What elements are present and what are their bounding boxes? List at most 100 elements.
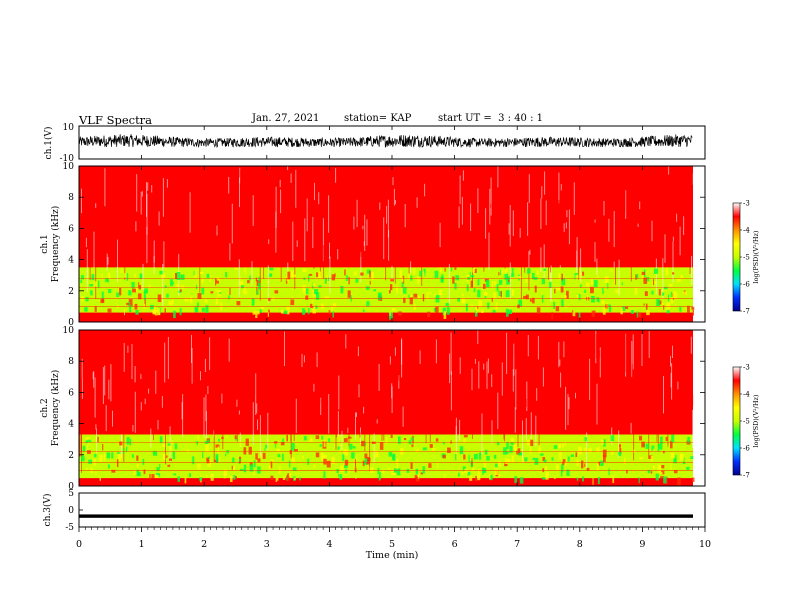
spectrogram-texture [94, 453, 97, 458]
spectrogram-texture [316, 352, 318, 368]
spectrogram-texture [630, 422, 632, 434]
spectrogram-texture [494, 281, 497, 285]
spectrogram-texture [249, 464, 254, 472]
spectrogram-texture [562, 461, 565, 466]
spectrogram-texture [269, 273, 273, 277]
spectrogram-texture [295, 441, 297, 445]
spectrogram-texture [598, 299, 600, 303]
spectrogram-texture [586, 295, 589, 301]
spectrogram-texture [559, 359, 561, 366]
spectrogram-texture [566, 469, 570, 476]
spectrogram-texture [422, 447, 427, 451]
spectrogram-texture [270, 461, 273, 469]
spectrogram-texture [107, 464, 110, 469]
spectrogram-texture [315, 435, 320, 440]
spectrogram-texture [395, 200, 396, 205]
spectrogram-texture [516, 450, 518, 455]
spectrogram-texture [332, 303, 337, 308]
spectrogram-texture [679, 453, 684, 462]
spectrogram-texture [593, 279, 598, 288]
spectrogram-texture [420, 472, 423, 475]
spectrogram-texture [580, 284, 582, 288]
spectrogram-texture [240, 187, 242, 207]
spectrogram-texture [645, 393, 647, 399]
spectrogram-texture [488, 232, 490, 270]
spectrogram-texture [545, 200, 547, 226]
spectrogram-texture [279, 179, 281, 188]
spectrogram-texture [589, 358, 591, 401]
spectrogram-texture [558, 444, 561, 449]
spectrogram-texture [575, 392, 576, 399]
spectrogram-texture [166, 179, 168, 188]
spectrogram-texture [391, 468, 396, 475]
colorbar-tick-label: -5 [743, 254, 750, 262]
spectrogram-texture [655, 473, 659, 481]
spectrogram-texture [315, 452, 320, 458]
spectrogram-texture [201, 278, 204, 283]
spectrogram-texture [600, 460, 604, 466]
spectrogram-texture [169, 458, 172, 461]
spectrogram-texture [355, 354, 357, 383]
spectrogram-texture [388, 467, 391, 470]
spectrogram-texture [162, 178, 164, 217]
spectrogram-texture [632, 334, 634, 370]
spectrogram-texture [609, 239, 611, 258]
spectrogram-texture [261, 452, 263, 459]
spectrogram-texture [452, 276, 455, 284]
ch3-waveform-frame [78, 492, 706, 528]
spectrogram-texture [544, 171, 546, 195]
spectrogram-texture [331, 223, 332, 245]
spectrogram-texture [295, 398, 297, 433]
spectrogram-texture [477, 279, 480, 286]
spectrogram-texture [462, 293, 464, 297]
spectrogram-texture [504, 462, 508, 467]
spectrogram-texture [532, 297, 535, 304]
spectrogram-texture [527, 335, 529, 357]
spectrogram-texture [607, 171, 609, 214]
spectrogram-texture [105, 278, 109, 283]
spectrogram-texture [624, 174, 626, 212]
freq-tick-label: 2 [68, 451, 74, 461]
spectrogram-texture [124, 273, 128, 278]
spectrogram-texture [648, 331, 650, 358]
spectrogram-texture [410, 437, 414, 441]
spectrogram-texture [477, 473, 481, 481]
spectrogram-texture [348, 469, 351, 473]
spectrogram-texture [328, 438, 330, 443]
spectrogram-texture [180, 285, 184, 289]
spectrogram-texture [651, 220, 653, 242]
spectrogram-texture [240, 221, 242, 241]
spectrogram-texture [135, 310, 139, 315]
spectrogram-texture [312, 216, 314, 249]
spectrogram-texture [255, 453, 258, 460]
spectrogram-texture [508, 309, 512, 314]
spectrogram-texture [607, 282, 609, 289]
spectrogram-texture [530, 439, 534, 446]
spectrogram-texture [96, 428, 97, 453]
spectrogram-texture [683, 216, 685, 235]
spectrogram-texture [665, 436, 668, 441]
spectrogram-texture [689, 240, 691, 274]
spectrogram-texture [200, 371, 201, 381]
spectrogram-texture [547, 194, 549, 220]
spectrogram-texture [295, 232, 297, 239]
spectrogram-texture [634, 287, 638, 295]
spectrogram-texture [449, 353, 451, 384]
spectrogram-texture [135, 221, 137, 232]
x-tick-label: 5 [389, 539, 395, 550]
spectrogram-texture [312, 306, 316, 314]
spectrogram-texture [470, 304, 474, 307]
spectrogram-texture [255, 311, 258, 318]
spectrogram-texture [153, 381, 155, 399]
spectrogram-texture [82, 445, 86, 452]
spectrogram-texture [111, 452, 114, 459]
spectrogram-texture [561, 299, 564, 307]
spectrogram-texture [379, 442, 384, 450]
spectrogram-texture [366, 301, 370, 307]
spectrogram-texture [504, 268, 508, 274]
spectrogram-texture [483, 363, 485, 370]
spectrogram-texture [554, 288, 556, 294]
spectrogram-texture [322, 396, 324, 427]
spectrogram-texture [290, 299, 295, 306]
spectrogram-texture [623, 179, 625, 217]
